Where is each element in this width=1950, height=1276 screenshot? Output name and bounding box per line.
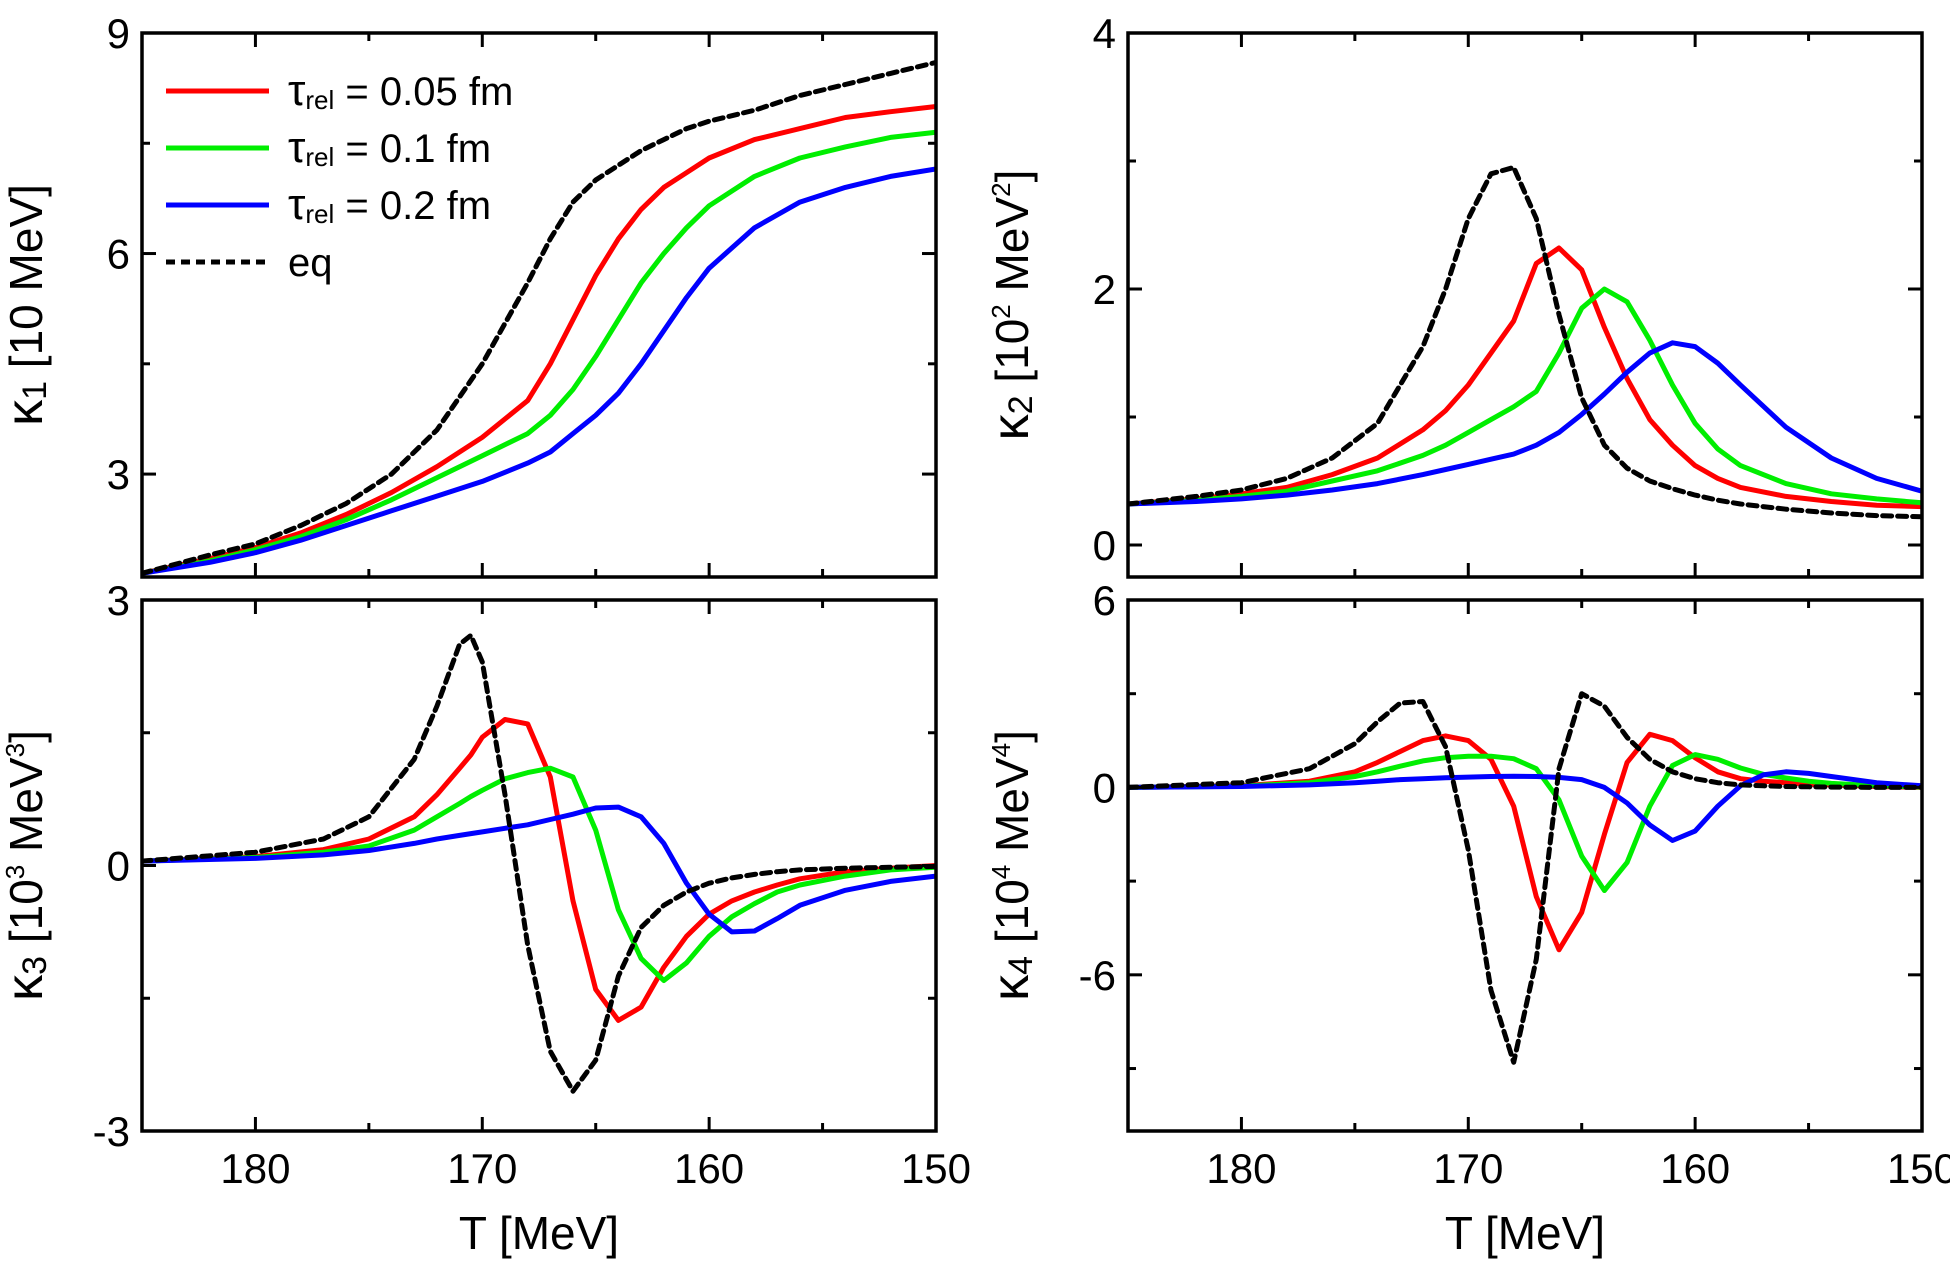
panel-k4-ytick-label: -6	[1079, 952, 1116, 999]
legend-label-0: τrel = 0.05 fm	[288, 66, 513, 115]
panel-k4-xtick-label: 170	[1433, 1145, 1503, 1192]
panel-k3-ytick-label: 0	[107, 843, 130, 890]
panel-k3-ylabel: κ3 [103 MeV3]	[0, 730, 54, 1001]
panel-k4-series-3	[1128, 691, 1922, 1065]
panel-k3-series-2	[142, 804, 936, 935]
panel-k4-frame	[1126, 598, 1924, 1133]
panel-k4-xtick-label: 160	[1660, 1145, 1730, 1192]
panel-k3: 180 170 160 150 -3 0 3 κ3 [103 MeV3] T [MeV]	[0, 577, 971, 1259]
panel-k3-xtick-label: 180	[220, 1145, 290, 1192]
panel-k3-ytick-label: 3	[107, 577, 130, 624]
legend-label-1: τrel = 0.1 fm	[288, 123, 491, 172]
panel-k2-frame	[1126, 31, 1924, 579]
panel-k3-ytick-label: -3	[93, 1108, 130, 1155]
panel-k2-series-2	[1128, 340, 1922, 507]
panel-k1-ytick-label: 6	[107, 231, 130, 278]
panel-k4-ytick-label: 6	[1093, 577, 1116, 624]
panel-k2-ytick-label: 0	[1093, 522, 1116, 569]
panel-k4-xtick-label: 150	[1887, 1145, 1950, 1192]
panel-k4-series-0	[1128, 731, 1922, 953]
panel-k3-xlabel: T [MeV]	[459, 1207, 619, 1259]
panel-k2-ytick-label: 2	[1093, 266, 1116, 313]
panel-k2-ytick-label: 4	[1093, 10, 1116, 57]
panel-k4-series-1	[1128, 752, 1922, 893]
panel-k4-xtick-label: 180	[1206, 1145, 1276, 1192]
panel-k1-series-2	[142, 166, 936, 576]
panel-k2-series-1	[1128, 286, 1922, 507]
panel-k1: 3 6 9 κ1 [10 MeV] τrel = 0.05 fm τrel = 0.1 f…	[0, 10, 938, 579]
panel-k3-xtick-label: 150	[901, 1145, 971, 1192]
panel-k4: 180 170 160 150 -6 0 6 κ4 [104 MeV4] T [MeV]	[982, 577, 1950, 1259]
panel-k2-series-0	[1128, 245, 1922, 510]
panel-k3-xtick-label: 160	[674, 1145, 744, 1192]
panel-k3-series-3	[142, 632, 936, 1094]
panel-k4-xlabel: T [MeV]	[1445, 1207, 1605, 1259]
panel-k2-ylabel: κ2 [102 MeV2]	[982, 170, 1040, 441]
panel-k1-ytick-label: 9	[107, 10, 130, 57]
panel-k3-series-0	[142, 717, 936, 1023]
panel-k3-frame	[140, 598, 938, 1133]
panel-k3-series-1	[142, 765, 936, 983]
legend-label-3: eq	[288, 241, 333, 285]
panel-k2-series-3	[1128, 164, 1922, 520]
panel-k4-series-2	[1128, 769, 1922, 843]
panel-k1-ylabel: κ1 [10 MeV]	[0, 184, 54, 426]
panel-k1-ytick-label: 3	[107, 451, 130, 498]
panel-k4-ylabel: κ4 [104 MeV4]	[982, 730, 1040, 1001]
panel-k4-ytick-label: 0	[1093, 764, 1116, 811]
panel-k1-series-3	[142, 59, 936, 576]
legend-label-2: τrel = 0.2 fm	[288, 180, 491, 229]
panel-k3-xtick-label: 170	[447, 1145, 517, 1192]
panel-k1-series-1	[142, 129, 936, 576]
panel-k2: 0 2 4 κ2 [102 MeV2]	[982, 10, 1924, 579]
panel-k1-series-0	[142, 104, 936, 576]
panel-k1-frame	[140, 31, 938, 579]
